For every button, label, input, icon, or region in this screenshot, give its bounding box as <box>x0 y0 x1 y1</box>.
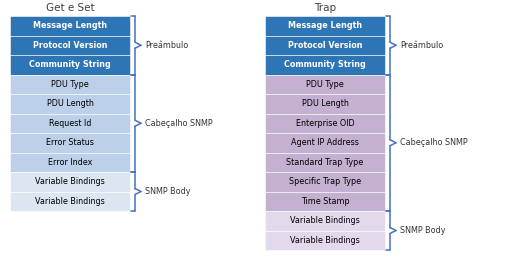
Bar <box>265 192 385 211</box>
Bar <box>10 133 130 153</box>
Text: Community String: Community String <box>284 60 366 69</box>
Text: PDU Length: PDU Length <box>302 99 348 108</box>
Text: SNMP Body: SNMP Body <box>400 226 446 235</box>
Bar <box>10 36 130 55</box>
Bar <box>265 172 385 192</box>
Text: Enterprise OID: Enterprise OID <box>296 119 354 128</box>
Bar <box>265 211 385 231</box>
Text: Trap: Trap <box>314 3 336 13</box>
Bar <box>265 55 385 75</box>
Text: SNMP Body: SNMP Body <box>145 187 190 196</box>
Text: Specific Trap Type: Specific Trap Type <box>289 177 361 186</box>
Bar <box>10 94 130 114</box>
Bar <box>10 55 130 75</box>
Bar <box>10 172 130 192</box>
Text: Error Index: Error Index <box>48 158 92 167</box>
Bar <box>265 75 385 94</box>
Text: Variable Bindings: Variable Bindings <box>290 216 360 225</box>
Bar <box>265 231 385 250</box>
Bar <box>10 114 130 133</box>
Bar <box>10 16 130 36</box>
Text: Variable Bindings: Variable Bindings <box>35 177 105 186</box>
Text: Preâmbulo: Preâmbulo <box>400 41 443 50</box>
Text: Error Status: Error Status <box>46 138 94 147</box>
Bar <box>10 153 130 172</box>
Text: Variable Bindings: Variable Bindings <box>35 197 105 206</box>
Bar <box>10 192 130 211</box>
Text: Cabeçalho SNMP: Cabeçalho SNMP <box>145 119 213 128</box>
Bar <box>265 153 385 172</box>
Text: Standard Trap Type: Standard Trap Type <box>287 158 364 167</box>
Text: Protocol Version: Protocol Version <box>288 41 362 50</box>
Text: Protocol Version: Protocol Version <box>33 41 107 50</box>
Text: Time Stamp: Time Stamp <box>301 197 350 206</box>
Bar <box>265 114 385 133</box>
Text: Community String: Community String <box>29 60 111 69</box>
Bar <box>265 133 385 153</box>
Text: PDU Type: PDU Type <box>51 80 89 89</box>
Text: Message Length: Message Length <box>33 21 107 30</box>
Text: Get e Set: Get e Set <box>46 3 94 13</box>
Bar <box>265 94 385 114</box>
Text: Agent IP Address: Agent IP Address <box>291 138 359 147</box>
Bar <box>265 16 385 36</box>
Text: Preâmbulo: Preâmbulo <box>145 41 188 50</box>
Text: Message Length: Message Length <box>288 21 362 30</box>
Text: Cabeçalho SNMP: Cabeçalho SNMP <box>400 138 468 147</box>
Text: Variable Bindings: Variable Bindings <box>290 236 360 245</box>
Bar <box>265 36 385 55</box>
Text: PDU Type: PDU Type <box>306 80 344 89</box>
Text: PDU Length: PDU Length <box>47 99 93 108</box>
Text: Request Id: Request Id <box>49 119 91 128</box>
Bar <box>10 75 130 94</box>
